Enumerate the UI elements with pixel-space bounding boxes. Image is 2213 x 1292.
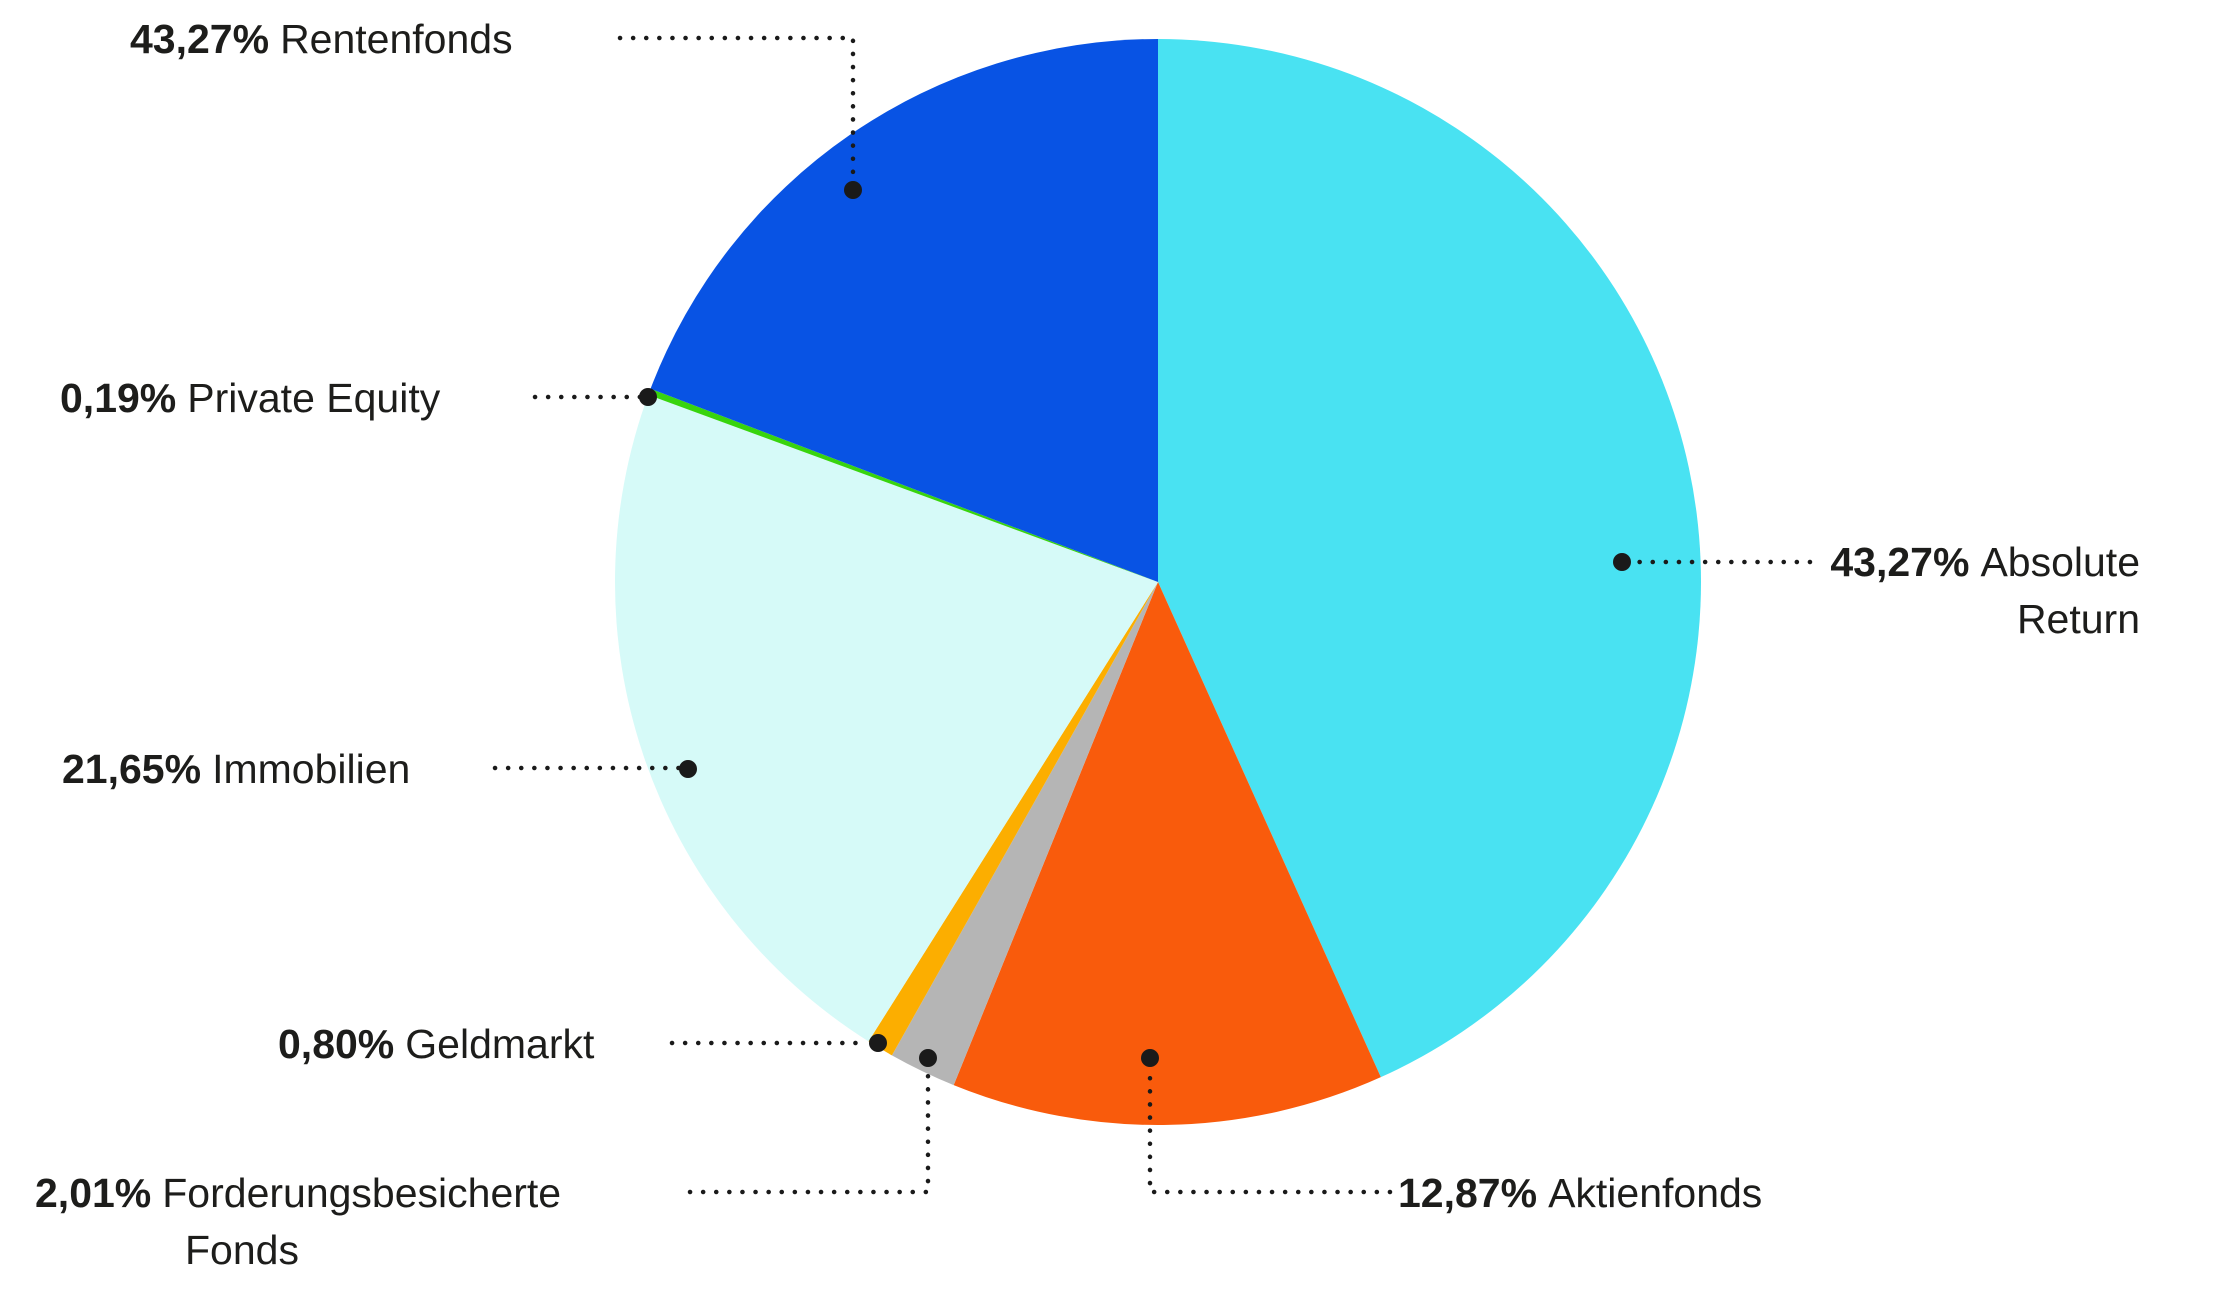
anchor-dot-forderungsbesicherte: [919, 1049, 937, 1067]
callout-immobilien: 21,65% Immobilien: [62, 744, 410, 794]
callout-private-equity-name: Private Equity: [187, 375, 441, 421]
anchor-dot-aktienfonds: [1141, 1049, 1159, 1067]
anchor-dot-geldmarkt: [869, 1034, 887, 1052]
callout-aktienfonds-percent: 12,87%: [1398, 1170, 1538, 1216]
callout-rentenfonds: 43,27% Rentenfonds: [130, 14, 513, 64]
callout-private-equity: 0,19% Private Equity: [60, 373, 440, 423]
callout-private-equity-percent: 0,19%: [60, 375, 177, 421]
pie-slice-geldmarkt: [868, 582, 1158, 1056]
callout-absolute-return: 43,27% Absolute Return: [1830, 534, 2140, 648]
pie-slice-forderungsbesicherte-fonds: [891, 582, 1158, 1086]
callout-immobilien-percent: 21,65%: [62, 746, 202, 792]
pie-slice-immobilien: [615, 394, 1158, 1042]
callout-immobilien-name: Immobilien: [212, 746, 411, 792]
callout-forderungsbesicherte-name: Forderungsbesicherte: [162, 1170, 562, 1216]
anchor-dot-rentenfonds: [844, 181, 862, 199]
anchor-dot-absolute-return: [1613, 553, 1631, 571]
pie-slice-private-equity: [648, 388, 1158, 582]
callout-geldmarkt-name: Geldmarkt: [405, 1021, 595, 1067]
leader-lines: [492, 35, 1813, 1195]
pie-slice-aktienfonds: [953, 582, 1381, 1125]
leader-line-rentenfonds: [617, 35, 856, 184]
callout-absolute-return-percent: 43,27%: [1830, 539, 1970, 585]
callout-aktienfonds: 12,87% Aktienfonds: [1398, 1168, 1762, 1218]
callout-absolute-return-name: Absolute: [1980, 539, 2140, 585]
callout-forderungsbesicherte-line2: Fonds: [185, 1227, 299, 1273]
callout-aktienfonds-name: Aktienfonds: [1548, 1170, 1763, 1216]
callout-absolute-return-line1: 43,27% Absolute: [1830, 534, 2140, 591]
pie-slice-absolute-return: [1158, 39, 1701, 1078]
leader-line-forderungsbesicherte: [687, 1065, 931, 1195]
callout-forderungsbesicherte: 2,01% Forderungsbesicherte Fonds: [35, 1165, 561, 1279]
callout-geldmarkt-percent: 0,80%: [278, 1021, 395, 1067]
callout-forderungsbesicherte-line1: 2,01% Forderungsbesicherte: [35, 1165, 561, 1222]
callout-forderungsbesicherte-percent: 2,01%: [35, 1170, 152, 1216]
callout-absolute-return-line2: Return: [2016, 596, 2140, 642]
callout-geldmarkt: 0,80% Geldmarkt: [278, 1019, 594, 1069]
pie-slice-rentenfonds: [650, 39, 1158, 582]
callout-rentenfonds-name: Rentenfonds: [280, 16, 513, 62]
pie-slices: [615, 39, 1701, 1125]
leader-line-aktienfonds: [1147, 1065, 1393, 1195]
anchor-dot-immobilien: [679, 760, 697, 778]
callout-rentenfonds-percent: 43,27%: [130, 16, 270, 62]
anchor-dot-private-equity: [639, 388, 657, 406]
